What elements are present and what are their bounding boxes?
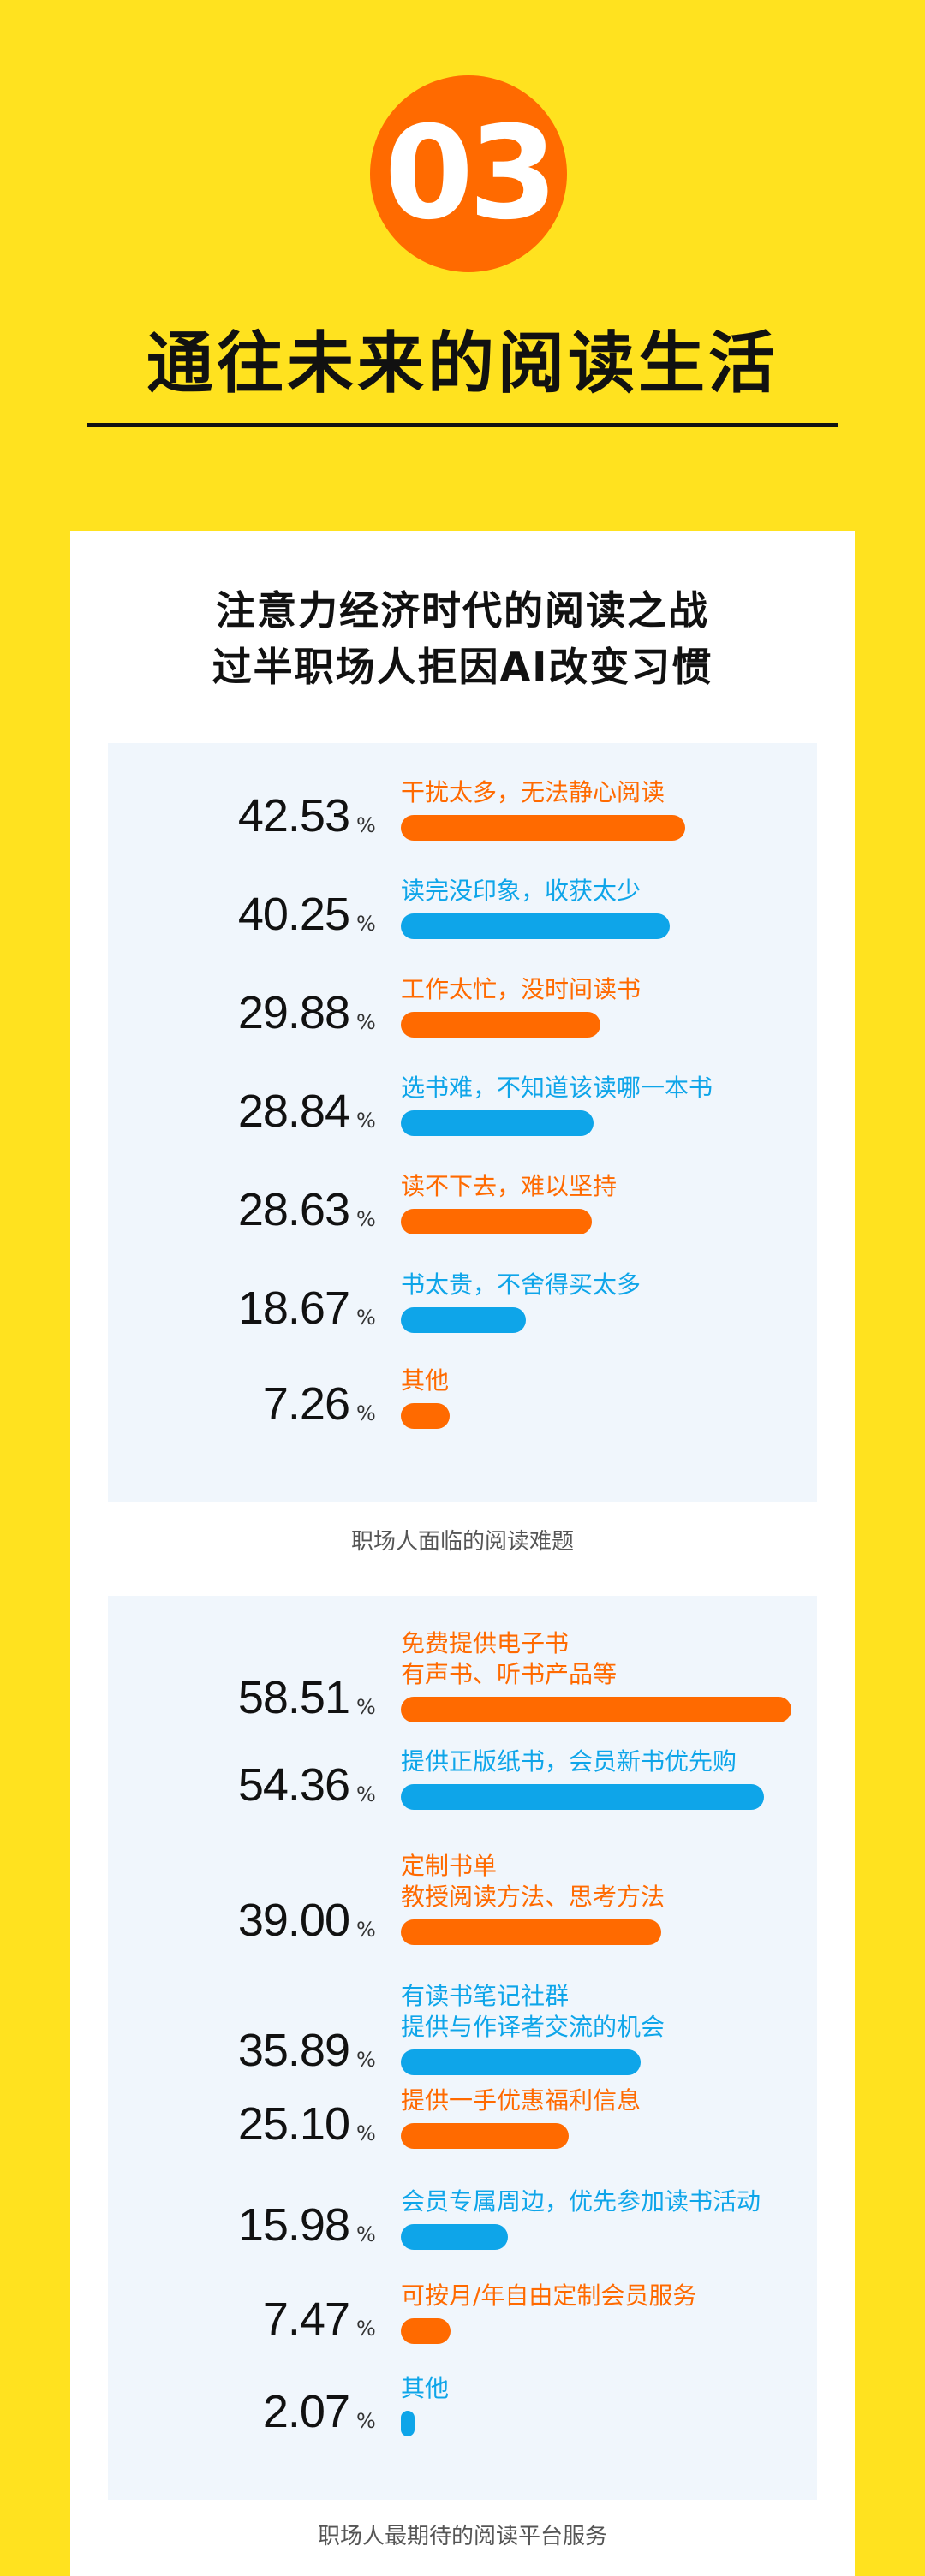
- bar: [401, 2411, 415, 2436]
- bar-value-unit: %: [356, 813, 376, 837]
- bar-value: 29.88: [237, 987, 350, 1038]
- chart-panel-expected-services: 免费提供电子书 有声书、听书产品等 58.51% 提供正版纸书，会员新书优先购 54.…: [108, 1596, 817, 2500]
- bar-label: 读不下去，难以坚持: [401, 1172, 618, 1200]
- bar: [401, 2224, 508, 2250]
- bar-value: 35.89: [237, 2025, 350, 2076]
- bar-label: 免费提供电子书 有声书、听书产品等: [401, 1629, 618, 1688]
- bar-label: 会员专属周边，优先参加读书活动: [401, 2187, 761, 2216]
- bar-label: 其他: [401, 2374, 450, 2402]
- bar-value: 28.84: [237, 1086, 350, 1137]
- bar: [401, 2049, 641, 2075]
- bar: [401, 2123, 569, 2149]
- bar-value: 40.25: [237, 889, 350, 940]
- bar-value-unit: %: [356, 1401, 376, 1425]
- section-number-badge: 03: [370, 75, 567, 272]
- bar-value-unit: %: [356, 2121, 376, 2145]
- bar: [401, 1110, 594, 1136]
- bar-value: 2.07: [262, 2386, 350, 2437]
- bar-value-unit: %: [356, 2317, 376, 2341]
- bar: [401, 1209, 593, 1234]
- bar-label: 工作太忙，没时间读书: [401, 975, 642, 1003]
- bar-label: 其他: [401, 1366, 450, 1395]
- bar: [401, 815, 685, 841]
- bar-value-unit: %: [356, 2048, 376, 2072]
- bar-value-unit: %: [356, 1306, 376, 1330]
- bar-value-unit: %: [356, 1207, 376, 1231]
- bar-value: 39.00: [237, 1895, 350, 1946]
- bar: [401, 1784, 764, 1810]
- bar-label: 提供一手优惠福利信息: [401, 2086, 642, 2115]
- bar: [401, 1307, 526, 1333]
- bar: [401, 1012, 601, 1038]
- chart-caption-expected-services: 职场人最期待的阅读平台服务: [317, 2524, 607, 2549]
- bar-value-unit: %: [356, 2409, 376, 2433]
- bar-label: 可按月/年自由定制会员服务: [401, 2282, 697, 2310]
- section-title: 通往未来的阅读生活: [146, 325, 779, 402]
- bar: [401, 1697, 792, 1722]
- bar-label: 干扰太多，无法静心阅读: [401, 778, 665, 806]
- bar-value-unit: %: [356, 1918, 376, 1942]
- bar-label: 提供正版纸书，会员新书优先购: [401, 1747, 737, 1776]
- bar-value-unit: %: [356, 1109, 376, 1133]
- bar-label: 定制书单 教授阅读方法、思考方法: [401, 1852, 665, 1911]
- bar-value: 15.98: [237, 2199, 350, 2251]
- bar-value: 25.10: [237, 2098, 350, 2150]
- card-title: 注意力经济时代的阅读之战 过半职场人拒因AI改变习惯: [212, 587, 713, 690]
- bar-value: 18.67: [237, 1282, 350, 1334]
- bar-value: 7.47: [262, 2293, 350, 2345]
- bar-value-unit: %: [356, 912, 376, 936]
- bar: [401, 1919, 662, 1945]
- bar-label: 书太贵，不舍得买太多: [401, 1270, 642, 1299]
- bar-label: 读完没印象，收获太少: [401, 877, 642, 905]
- bar-value: 42.53: [237, 790, 350, 842]
- content-card: 注意力经济时代的阅读之战 过半职场人拒因AI改变习惯 干扰太多，无法静心阅读 42…: [70, 531, 855, 2576]
- bar-label: 选书难，不知道该读哪一本书: [401, 1074, 713, 1102]
- bar-value: 28.63: [237, 1184, 350, 1235]
- bar-value-unit: %: [356, 1010, 376, 1034]
- title-underline: [87, 423, 838, 427]
- bar-value-unit: %: [356, 1695, 376, 1719]
- bar: [401, 913, 670, 939]
- bar-value-unit: %: [356, 2222, 376, 2246]
- bar-value: 54.36: [237, 1759, 350, 1811]
- bar-value: 7.26: [262, 1378, 350, 1430]
- chart-caption-reading-problems: 职场人面临的阅读难题: [350, 1529, 574, 1555]
- bar-label: 有读书笔记社群 提供与作译者交流的机会: [401, 1982, 665, 2041]
- section-number: 03: [384, 99, 558, 248]
- bar: [401, 2318, 451, 2344]
- bar: [401, 1403, 450, 1429]
- bar-value: 58.51: [237, 1672, 350, 1723]
- bar-value-unit: %: [356, 1782, 376, 1806]
- chart-panel-reading-problems: 干扰太多，无法静心阅读 42.53% 读完没印象，收获太少 40.25% 工作太忙，没时…: [108, 743, 817, 1502]
